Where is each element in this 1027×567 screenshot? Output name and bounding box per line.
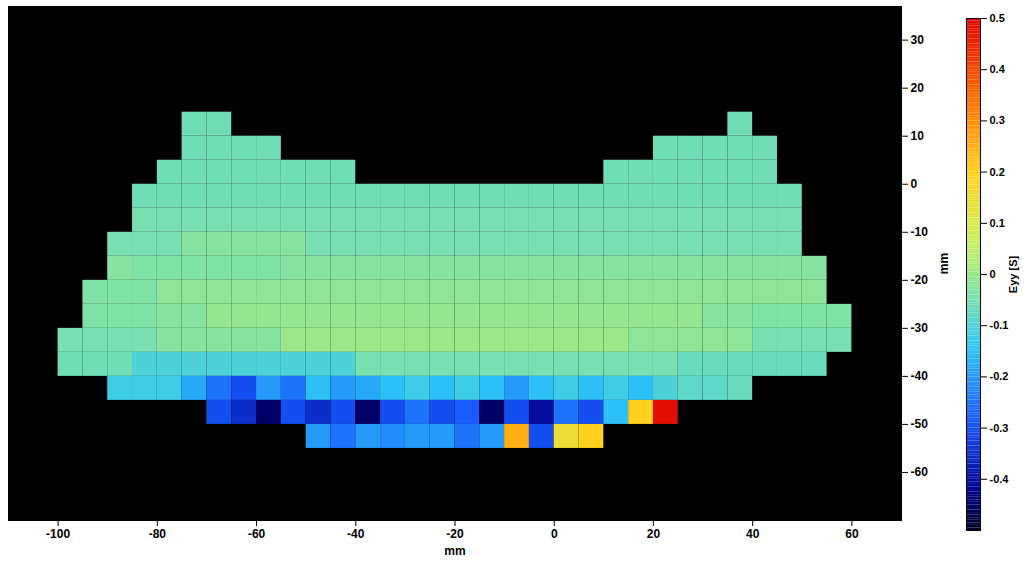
svg-text:0.3: 0.3 <box>990 114 1005 126</box>
svg-text:30: 30 <box>911 33 925 47</box>
svg-text:-50: -50 <box>911 417 929 431</box>
svg-text:0.2: 0.2 <box>990 166 1005 178</box>
svg-text:-20: -20 <box>446 527 464 541</box>
svg-text:-0.3: -0.3 <box>990 422 1009 434</box>
svg-text:0.5: 0.5 <box>990 12 1005 24</box>
svg-text:mm: mm <box>937 253 951 274</box>
svg-text:0: 0 <box>551 527 558 541</box>
svg-text:-60: -60 <box>911 465 929 479</box>
svg-text:20: 20 <box>911 81 925 95</box>
svg-text:-80: -80 <box>149 527 167 541</box>
svg-text:0: 0 <box>911 177 918 191</box>
svg-text:-40: -40 <box>347 527 365 541</box>
svg-text:-100: -100 <box>46 527 70 541</box>
svg-text:-10: -10 <box>911 225 929 239</box>
svg-text:-60: -60 <box>248 527 266 541</box>
svg-text:20: 20 <box>647 527 661 541</box>
svg-text:0.4: 0.4 <box>990 63 1006 75</box>
svg-text:Eyy [S]: Eyy [S] <box>1007 256 1019 294</box>
svg-text:60: 60 <box>845 527 859 541</box>
svg-text:-0.4: -0.4 <box>990 473 1010 485</box>
svg-text:mm: mm <box>444 544 465 558</box>
svg-text:40: 40 <box>746 527 760 541</box>
svg-text:-0.2: -0.2 <box>990 370 1009 382</box>
svg-text:-20: -20 <box>911 273 929 287</box>
svg-text:-0.1: -0.1 <box>990 319 1009 331</box>
svg-text:-40: -40 <box>911 369 929 383</box>
svg-text:0.1: 0.1 <box>990 217 1005 229</box>
svg-text:0: 0 <box>990 268 996 280</box>
svg-text:-30: -30 <box>911 321 929 335</box>
svg-text:10: 10 <box>911 129 925 143</box>
